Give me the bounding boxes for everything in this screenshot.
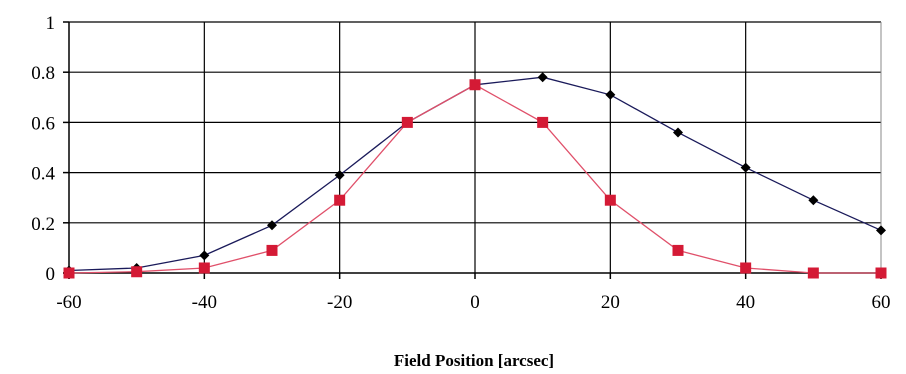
square-marker bbox=[266, 244, 278, 256]
square-marker bbox=[807, 267, 819, 279]
x-tick-label: -20 bbox=[327, 292, 352, 313]
square-marker bbox=[875, 267, 887, 279]
diamond-marker bbox=[199, 250, 210, 261]
square-marker bbox=[537, 116, 549, 128]
square-marker bbox=[334, 194, 346, 206]
y-tick-label: 0.8 bbox=[31, 63, 55, 84]
series-2 bbox=[63, 79, 887, 279]
axes bbox=[63, 21, 882, 279]
square-marker bbox=[740, 262, 752, 274]
grid bbox=[69, 21, 881, 273]
diamond-marker bbox=[537, 72, 548, 83]
diamond-marker bbox=[740, 162, 751, 173]
diamond-marker bbox=[673, 127, 683, 138]
square-marker bbox=[63, 267, 75, 279]
square-marker bbox=[604, 194, 616, 206]
y-tick-label: 0.6 bbox=[31, 113, 55, 134]
x-tick-label: 20 bbox=[601, 292, 620, 313]
square-marker bbox=[469, 79, 481, 91]
x-axis-title: Field Position [arcsec] bbox=[394, 351, 554, 370]
x-tick-label: -40 bbox=[192, 292, 217, 313]
diamond-marker bbox=[267, 220, 277, 231]
x-tick-label: 60 bbox=[872, 292, 891, 313]
diamond-marker bbox=[876, 225, 886, 236]
tick-labels: 0 0.2 0.4 0.6 0.8 1 -60 -40 -20 0 20 40 60 bbox=[31, 13, 890, 313]
diamond-marker bbox=[334, 170, 345, 181]
x-tick-label: 0 bbox=[470, 292, 480, 313]
square-marker bbox=[198, 262, 210, 274]
x-tick-label: -60 bbox=[56, 292, 81, 313]
diamond-marker bbox=[605, 89, 616, 100]
y-tick-label: 0 bbox=[46, 264, 56, 285]
y-tick-label: 0.2 bbox=[31, 214, 55, 235]
diamond-marker bbox=[808, 195, 819, 206]
y-tick-label: 1 bbox=[46, 13, 56, 34]
y-tick-label: 0.4 bbox=[31, 164, 55, 185]
square-marker bbox=[131, 266, 143, 278]
x-tick-label: 40 bbox=[736, 292, 755, 313]
series-layer bbox=[63, 72, 887, 279]
square-marker bbox=[401, 116, 413, 128]
square-marker bbox=[672, 244, 684, 256]
